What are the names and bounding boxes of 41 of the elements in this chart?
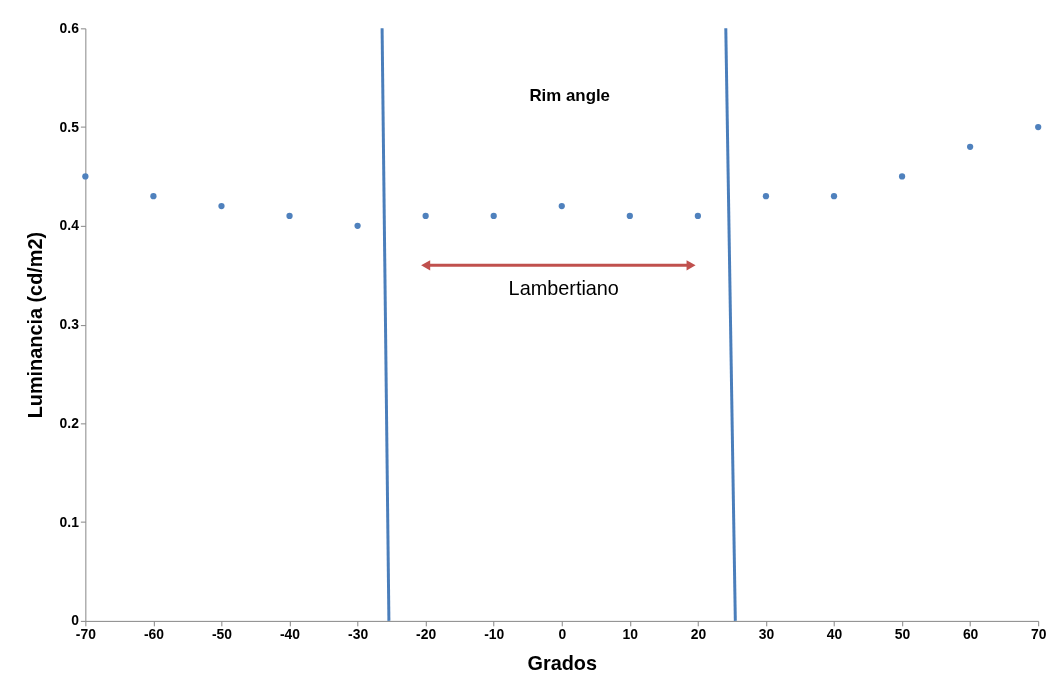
point [626, 212, 633, 220]
y-tick-label: 0.1 [59, 513, 80, 530]
x-tick-label: 40 [826, 626, 843, 643]
point [490, 212, 497, 220]
point [82, 173, 89, 180]
y-axis-title: Luminancia (cd/m2) [23, 231, 46, 419]
x-axis-title: Grados [527, 652, 598, 675]
point [558, 202, 565, 210]
y-tick-label: 0.5 [59, 118, 80, 135]
point [354, 222, 361, 229]
point [218, 202, 225, 210]
y-tick-label: 0.4 [59, 217, 80, 234]
point [694, 212, 702, 220]
point [1035, 123, 1042, 131]
annotation: Rim angle [529, 85, 610, 105]
x-tick-label: 10 [622, 626, 639, 643]
x-tick-label: 70 [1030, 626, 1047, 643]
x-tick-label: -50 [211, 626, 233, 643]
x-tick-label: 30 [758, 626, 775, 643]
x-tick-label: -70 [75, 626, 97, 643]
x-tick-label: 20 [690, 626, 707, 643]
x-tick-label: -60 [143, 626, 165, 643]
x-tick-label: -30 [348, 626, 369, 643]
point [830, 193, 838, 200]
point [966, 143, 974, 150]
x-tick-label: -10 [484, 626, 505, 643]
point [150, 193, 157, 200]
y-tick-label: 0.6 [59, 19, 80, 36]
x-tick-label: -40 [280, 626, 301, 643]
x-tick-label: -20 [416, 626, 437, 643]
y-tick-label: 0.2 [59, 414, 80, 431]
point [422, 212, 429, 220]
y-tick-label: 0 [71, 612, 80, 629]
x-tick-label: 0 [558, 626, 567, 643]
point [286, 212, 293, 220]
y-tick-label: 0.3 [59, 316, 80, 333]
x-tick-label: 50 [894, 626, 911, 643]
annotation: Lambertiano [508, 277, 619, 300]
point [762, 193, 770, 200]
point [898, 173, 906, 180]
x-tick-label: 60 [962, 626, 979, 643]
